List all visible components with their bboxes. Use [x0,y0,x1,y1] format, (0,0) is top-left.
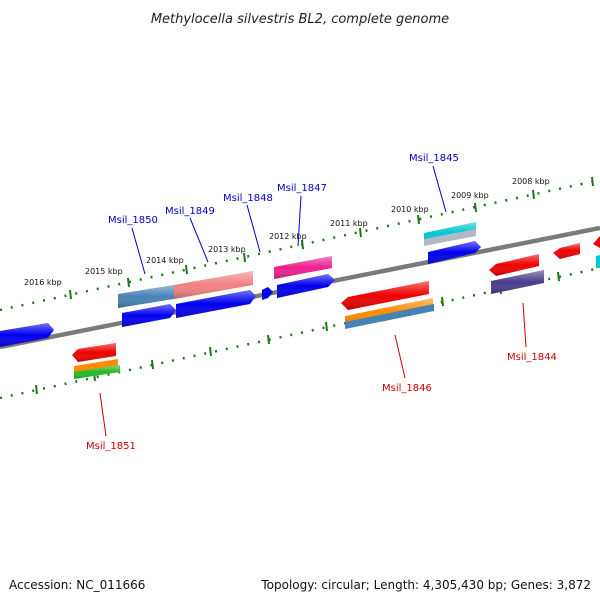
scale-label-2012: 2012 kbp [269,232,307,241]
gene-msil-1847[interactable] [274,256,335,298]
gene-label-msil-1845: Msil_1845 [409,153,459,164]
outer-major-ticks [69,176,594,300]
gene-msil-1850[interactable] [118,285,176,327]
scale-label-2015: 2015 kbp [85,267,123,276]
gene-msil-1848[interactable] [262,287,273,300]
scale-label-2013: 2013 kbp [208,245,246,254]
gene-label-msil-1850: Msil_1850 [108,215,158,226]
gene-label-msil-1844: Msil_1844 [507,352,557,363]
gene-msil-1845[interactable] [424,222,481,264]
gene-left-edge[interactable] [0,323,54,347]
gene-msil-1851[interactable] [72,343,120,379]
map-title: Methylocella silvestris BL2, complete ge… [151,12,449,27]
accession-text: Accession: NC_011666 [9,578,146,592]
scale-label-2014: 2014 kbp [146,256,184,265]
gene-label-msil-1849: Msil_1849 [165,206,215,217]
gene-msil-1844[interactable] [489,254,544,294]
scale-label-2008: 2008 kbp [512,177,550,186]
scale-label-2010: 2010 kbp [391,205,429,214]
scale-label-2016: 2016 kbp [24,278,62,287]
gene-msil-1846[interactable] [341,281,434,329]
gene-msil-1849[interactable] [174,271,256,318]
gene-label-msil-1851: Msil_1851 [86,441,136,452]
bottom-leader-lines [99,302,527,437]
gene-label-msil-1848: Msil_1848 [223,193,273,204]
top-leader-lines [131,165,447,275]
scale-label-2009: 2009 kbp [451,191,489,200]
gene-right-edge[interactable] [553,236,600,268]
genome-summary-text: Topology: circular; Length: 4,305,430 bp… [261,578,591,592]
scale-label-2011: 2011 kbp [330,219,368,228]
gene-label-msil-1846: Msil_1846 [382,383,432,394]
gene-label-msil-1847: Msil_1847 [277,183,327,194]
